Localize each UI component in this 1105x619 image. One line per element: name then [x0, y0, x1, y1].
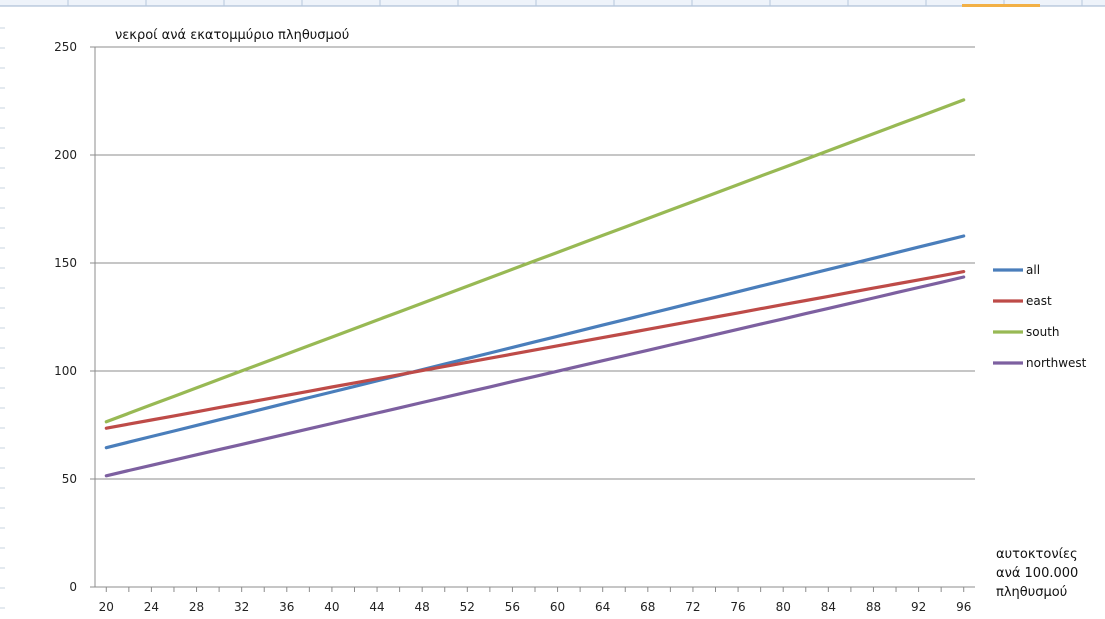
- y-tick-label: 0: [69, 580, 77, 594]
- x-tick-label: 68: [640, 600, 655, 614]
- x-tick-label: 24: [144, 600, 159, 614]
- spreadsheet-row-ruler: [0, 27, 5, 609]
- y-tick-label: 100: [54, 364, 77, 378]
- legend: all east south northwest: [993, 263, 1087, 370]
- x-axis-label-line: πληθυσμού: [996, 585, 1068, 600]
- x-tick-label: 56: [505, 600, 520, 614]
- y-tick-label: 150: [54, 256, 77, 270]
- series-line-all: [104, 234, 966, 450]
- y-axis-label: νεκροί ανά εκατομμύριο πληθυσμού: [115, 28, 349, 43]
- x-tick-label: 20: [99, 600, 114, 614]
- legend-label-all: all: [1026, 263, 1040, 277]
- x-tick-label: 32: [234, 600, 249, 614]
- x-tick-label: 72: [685, 600, 700, 614]
- x-tick-label: 60: [550, 600, 565, 614]
- x-tick-label: 88: [866, 600, 881, 614]
- x-tick-label: 84: [821, 600, 836, 614]
- legend-label-east: east: [1026, 294, 1052, 308]
- x-tick-label: 28: [189, 600, 204, 614]
- x-tick-label: 44: [369, 600, 384, 614]
- x-tick-label: 92: [911, 600, 926, 614]
- y-tick-label: 200: [54, 148, 77, 162]
- x-tick-label: 96: [956, 600, 971, 614]
- x-tick-label: 64: [595, 600, 610, 614]
- column-strip: [0, 0, 1105, 6]
- x-tick-label: 40: [324, 600, 339, 614]
- y-tick-label: 250: [54, 40, 77, 54]
- x-axis-label: αυτοκτονίες ανά 100.000 πληθυσμού: [996, 545, 1102, 602]
- legend-label-northwest: northwest: [1026, 356, 1087, 370]
- x-tick-label: 48: [415, 600, 430, 614]
- x-tick-label: 80: [776, 600, 791, 614]
- x-tick-label: 76: [730, 600, 745, 614]
- series-line-east: [104, 270, 966, 430]
- gridlines: [95, 46, 975, 480]
- spreadsheet-column-strip: [0, 0, 1105, 7]
- legend-label-south: south: [1026, 325, 1060, 339]
- series-lines: [104, 98, 966, 478]
- y-axis-ticks: 0 50 100 150 200 250: [54, 40, 95, 594]
- selected-column-marker: [962, 4, 1040, 7]
- x-tick-label: 52: [460, 600, 475, 614]
- series-line-south: [104, 98, 966, 424]
- x-axis-label-line: αυτοκτονίες: [996, 547, 1078, 562]
- series-line-northwest: [104, 275, 966, 478]
- axes: [94, 47, 975, 588]
- y-tick-label: 50: [62, 472, 77, 486]
- x-axis-ticks: 20 24 28 32 36 40 44 48 52 56 60 64 68 72 76 80 84 88 92 96: [99, 587, 971, 614]
- x-axis-label-line: ανά 100.000: [996, 566, 1079, 581]
- x-tick-label: 36: [279, 600, 294, 614]
